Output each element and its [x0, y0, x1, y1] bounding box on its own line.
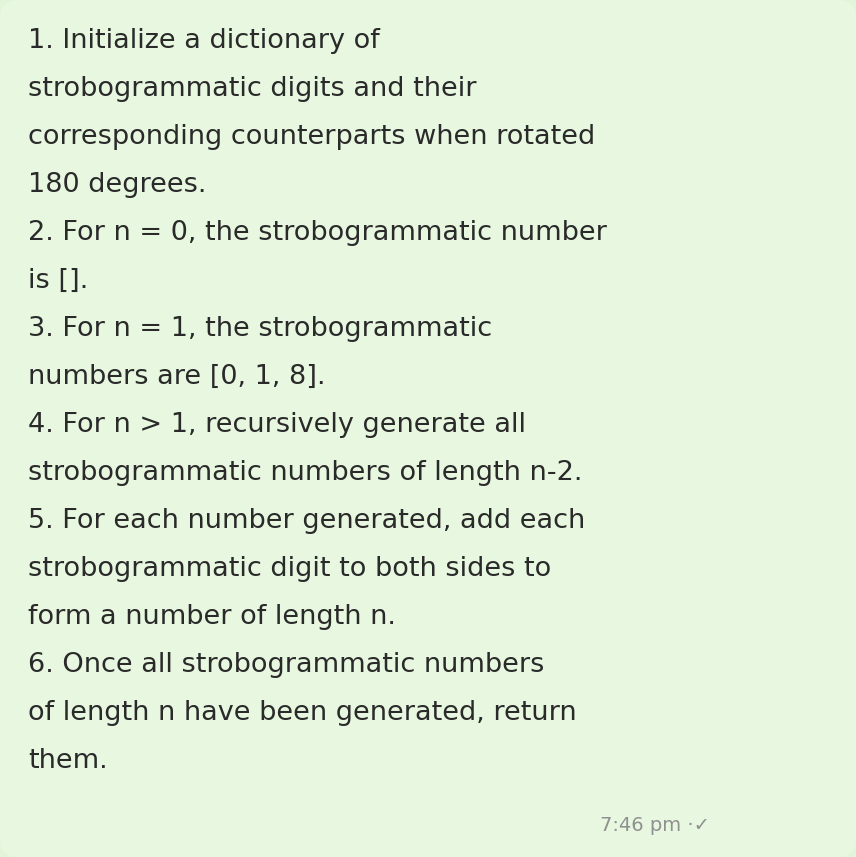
Text: is [].: is []. [28, 268, 88, 294]
Text: 5. For each number generated, add each: 5. For each number generated, add each [28, 508, 586, 534]
Text: 4. For n > 1, recursively generate all: 4. For n > 1, recursively generate all [28, 412, 526, 438]
Text: 2. For n = 0, the strobogrammatic number: 2. For n = 0, the strobogrammatic number [28, 220, 607, 246]
Text: them.: them. [28, 748, 108, 774]
Text: 180 degrees.: 180 degrees. [28, 172, 206, 198]
Text: strobogrammatic digit to both sides to: strobogrammatic digit to both sides to [28, 556, 551, 582]
Text: corresponding counterparts when rotated: corresponding counterparts when rotated [28, 124, 595, 150]
Text: form a number of length n.: form a number of length n. [28, 604, 395, 630]
Text: numbers are [0, 1, 8].: numbers are [0, 1, 8]. [28, 364, 325, 390]
Text: 6. Once all strobogrammatic numbers: 6. Once all strobogrammatic numbers [28, 652, 544, 678]
Text: strobogrammatic numbers of length n-2.: strobogrammatic numbers of length n-2. [28, 460, 582, 486]
Text: 7:46 pm ·✓: 7:46 pm ·✓ [600, 816, 710, 835]
Text: of length n have been generated, return: of length n have been generated, return [28, 700, 577, 726]
Text: 1. Initialize a dictionary of: 1. Initialize a dictionary of [28, 28, 380, 54]
Text: 3. For n = 1, the strobogrammatic: 3. For n = 1, the strobogrammatic [28, 316, 492, 342]
Text: strobogrammatic digits and their: strobogrammatic digits and their [28, 76, 477, 102]
